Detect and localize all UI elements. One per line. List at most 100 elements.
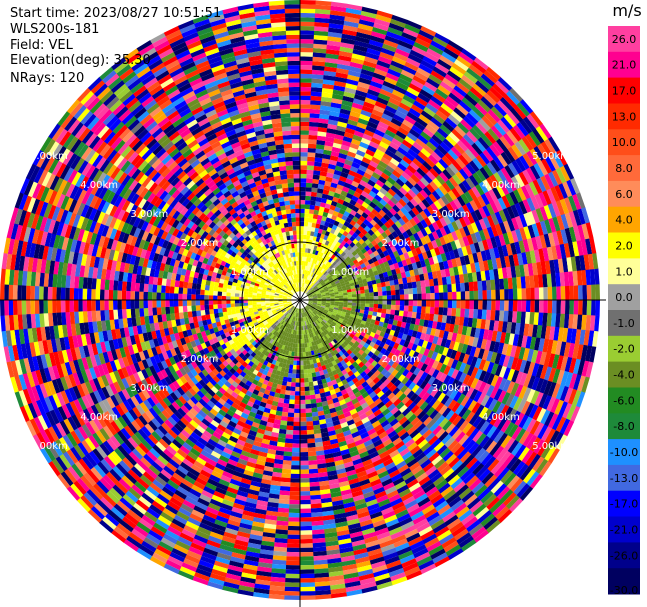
velocity-gate — [404, 294, 409, 301]
velocity-gate — [339, 175, 347, 183]
velocity-gate — [352, 134, 363, 142]
velocity-gate — [391, 238, 398, 246]
velocity-gate — [330, 182, 338, 189]
velocity-gate — [310, 499, 322, 505]
velocity-gate — [367, 121, 378, 130]
velocity-gate — [518, 155, 530, 170]
velocity-gate — [409, 49, 425, 60]
velocity-gate — [369, 201, 377, 209]
velocity-gate — [358, 77, 372, 85]
velocity-gate — [426, 293, 431, 301]
velocity-gate — [299, 404, 306, 409]
velocity-gate — [463, 273, 469, 283]
velocity-gate — [562, 327, 569, 343]
velocity-gate — [509, 127, 522, 142]
velocity-gate — [321, 302, 326, 305]
velocity-gate — [414, 274, 421, 282]
velocity-gate — [321, 239, 327, 245]
velocity-gate — [591, 284, 596, 301]
velocity-gate — [511, 217, 520, 231]
velocity-gate — [334, 188, 343, 195]
velocity-gate — [461, 246, 469, 257]
velocity-gate — [494, 310, 500, 322]
velocity-gate — [348, 146, 358, 154]
velocity-gate — [355, 187, 364, 195]
velocity-gate — [526, 150, 538, 166]
velocity-gate — [358, 232, 365, 239]
velocity-gate — [392, 274, 398, 281]
velocity-gate — [346, 233, 353, 240]
velocity-gate — [306, 434, 315, 439]
velocity-gate — [324, 266, 330, 271]
velocity-gate — [365, 183, 374, 191]
velocity-gate — [353, 176, 362, 184]
velocity-gate — [389, 141, 400, 151]
velocity-gate — [330, 296, 335, 299]
velocity-gate — [482, 149, 494, 163]
velocity-gate — [325, 304, 331, 307]
velocity-gate — [326, 128, 337, 135]
velocity-gate — [334, 165, 344, 172]
velocity-gate — [371, 109, 384, 118]
velocity-gate — [386, 295, 392, 301]
velocity-gate — [358, 194, 367, 202]
velocity-gate — [472, 83, 487, 97]
velocity-gate — [585, 269, 592, 286]
velocity-gate — [544, 260, 551, 275]
velocity-gate — [379, 51, 394, 61]
velocity-gate — [501, 321, 508, 333]
velocity-gate — [285, 569, 300, 574]
velocity-gate — [484, 249, 492, 261]
velocity-gate — [423, 272, 429, 281]
velocity-gate — [380, 172, 390, 181]
velocity-gate — [400, 98, 414, 108]
velocity-gate — [451, 231, 459, 241]
velocity-gate — [304, 274, 307, 279]
velocity-gate — [551, 300, 557, 314]
velocity-gate — [448, 250, 456, 260]
velocity-gate — [408, 305, 413, 312]
velocity-gate — [307, 152, 316, 158]
velocity-gate — [523, 226, 532, 240]
velocity-gate — [323, 207, 330, 214]
velocity-gate — [306, 364, 311, 370]
velocity-gate — [408, 300, 414, 306]
velocity-gate — [576, 240, 584, 257]
velocity-gate — [573, 209, 582, 226]
velocity-gate — [307, 161, 315, 166]
velocity-gate — [426, 205, 436, 215]
velocity-gate — [445, 135, 457, 147]
velocity-gate — [377, 308, 383, 313]
velocity-gate — [475, 154, 487, 168]
velocity-gate — [304, 208, 310, 214]
velocity-gate — [447, 223, 456, 233]
velocity-gate — [343, 302, 348, 306]
velocity-gate — [311, 407, 318, 413]
velocity-gate — [339, 194, 347, 201]
velocity-gate — [467, 272, 474, 283]
velocity-gate — [514, 322, 521, 335]
velocity-gate — [407, 53, 423, 64]
velocity-gate — [353, 44, 368, 53]
velocity-gate — [404, 90, 418, 101]
velocity-gate — [287, 534, 300, 540]
velocity-gate — [338, 55, 352, 62]
velocity-gate — [408, 107, 421, 118]
velocity-gate — [420, 110, 434, 121]
velocity-gate — [317, 271, 322, 277]
velocity-gate — [508, 288, 514, 301]
velocity-gate — [499, 310, 505, 322]
velocity-gate — [305, 274, 309, 280]
velocity-gate — [478, 118, 491, 132]
velocity-gate — [470, 327, 477, 338]
velocity-gate — [506, 130, 519, 145]
velocity-gate — [538, 287, 544, 301]
velocity-gate — [329, 14, 346, 21]
velocity-gate — [315, 260, 320, 266]
velocity-gate — [410, 317, 416, 325]
velocity-gate — [583, 330, 590, 346]
velocity-gate — [281, 411, 289, 417]
velocity-gate — [548, 136, 560, 153]
velocity-gate — [457, 265, 464, 275]
velocity-gate — [396, 190, 405, 199]
